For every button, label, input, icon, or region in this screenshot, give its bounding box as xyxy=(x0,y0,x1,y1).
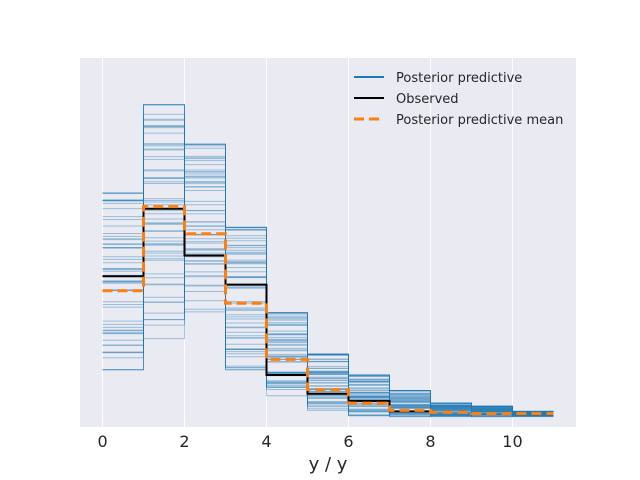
posterior-predictive-line xyxy=(102,104,554,412)
posterior-predictive-line xyxy=(102,144,554,414)
posterior-predictive-line xyxy=(102,126,554,412)
posterior-predictive-line xyxy=(102,143,554,414)
legend-label: Posterior predictive mean xyxy=(396,113,563,128)
posterior-predictive-line xyxy=(102,234,554,415)
legend: Posterior predictive Observed Posterior pr… xyxy=(354,71,563,128)
posterior-predictive-line xyxy=(102,125,554,414)
posterior-predictive-line xyxy=(102,182,554,413)
posterior-predictive-line xyxy=(102,160,554,415)
posterior-predictive-line xyxy=(102,143,554,414)
posterior-predictive-line xyxy=(102,113,554,413)
posterior-predictive-line xyxy=(102,284,554,418)
plot-area xyxy=(80,58,576,427)
posterior-predictive-line xyxy=(102,255,554,418)
posterior-mean-line xyxy=(102,205,554,415)
posterior-predictive-line xyxy=(102,118,554,414)
posterior-predictive-line xyxy=(102,104,554,412)
posterior-predictive-line xyxy=(102,149,554,413)
legend-label: Posterior predictive xyxy=(396,71,522,86)
x-tick-label: 10 xyxy=(502,432,522,451)
posterior-predictive-line xyxy=(102,252,554,418)
posterior-predictive-line xyxy=(102,148,554,412)
posterior-mean-series xyxy=(102,205,554,415)
legend-label: Observed xyxy=(396,92,459,107)
observed-line xyxy=(102,207,431,413)
posterior-predictive-line xyxy=(102,125,554,412)
posterior-predictive-line xyxy=(102,119,554,413)
posterior-predictive-line xyxy=(102,175,554,414)
x-tick-labels: 0 2 4 6 8 10 xyxy=(97,432,522,451)
posterior-predictive-line xyxy=(102,173,554,414)
posterior-predictive-line xyxy=(102,104,554,413)
posterior-predictive-line xyxy=(102,164,554,413)
x-tick-label: 0 xyxy=(97,432,107,451)
posterior-predictive-line xyxy=(102,145,554,413)
posterior-predictive-line xyxy=(102,132,554,413)
posterior-predictive-line xyxy=(102,178,554,416)
x-axis-label: y / y xyxy=(309,454,348,475)
observed-series xyxy=(102,207,431,413)
x-tick-label: 2 xyxy=(179,432,189,451)
x-tick-label: 6 xyxy=(343,432,353,451)
posterior-predictive-line xyxy=(102,147,554,413)
posterior-predictive-line xyxy=(102,156,554,414)
posterior-predictive-line xyxy=(102,177,554,413)
x-tick-label: 4 xyxy=(261,432,271,451)
x-tick-label: 8 xyxy=(425,432,435,451)
posterior-predictive-line xyxy=(102,170,554,414)
posterior-predictive-line xyxy=(102,104,554,414)
posterior-predictive-line xyxy=(102,127,554,413)
posterior-predictive-line xyxy=(102,183,554,414)
posterior-predictive-line xyxy=(102,249,554,418)
posterior-predictive-line xyxy=(102,158,554,412)
